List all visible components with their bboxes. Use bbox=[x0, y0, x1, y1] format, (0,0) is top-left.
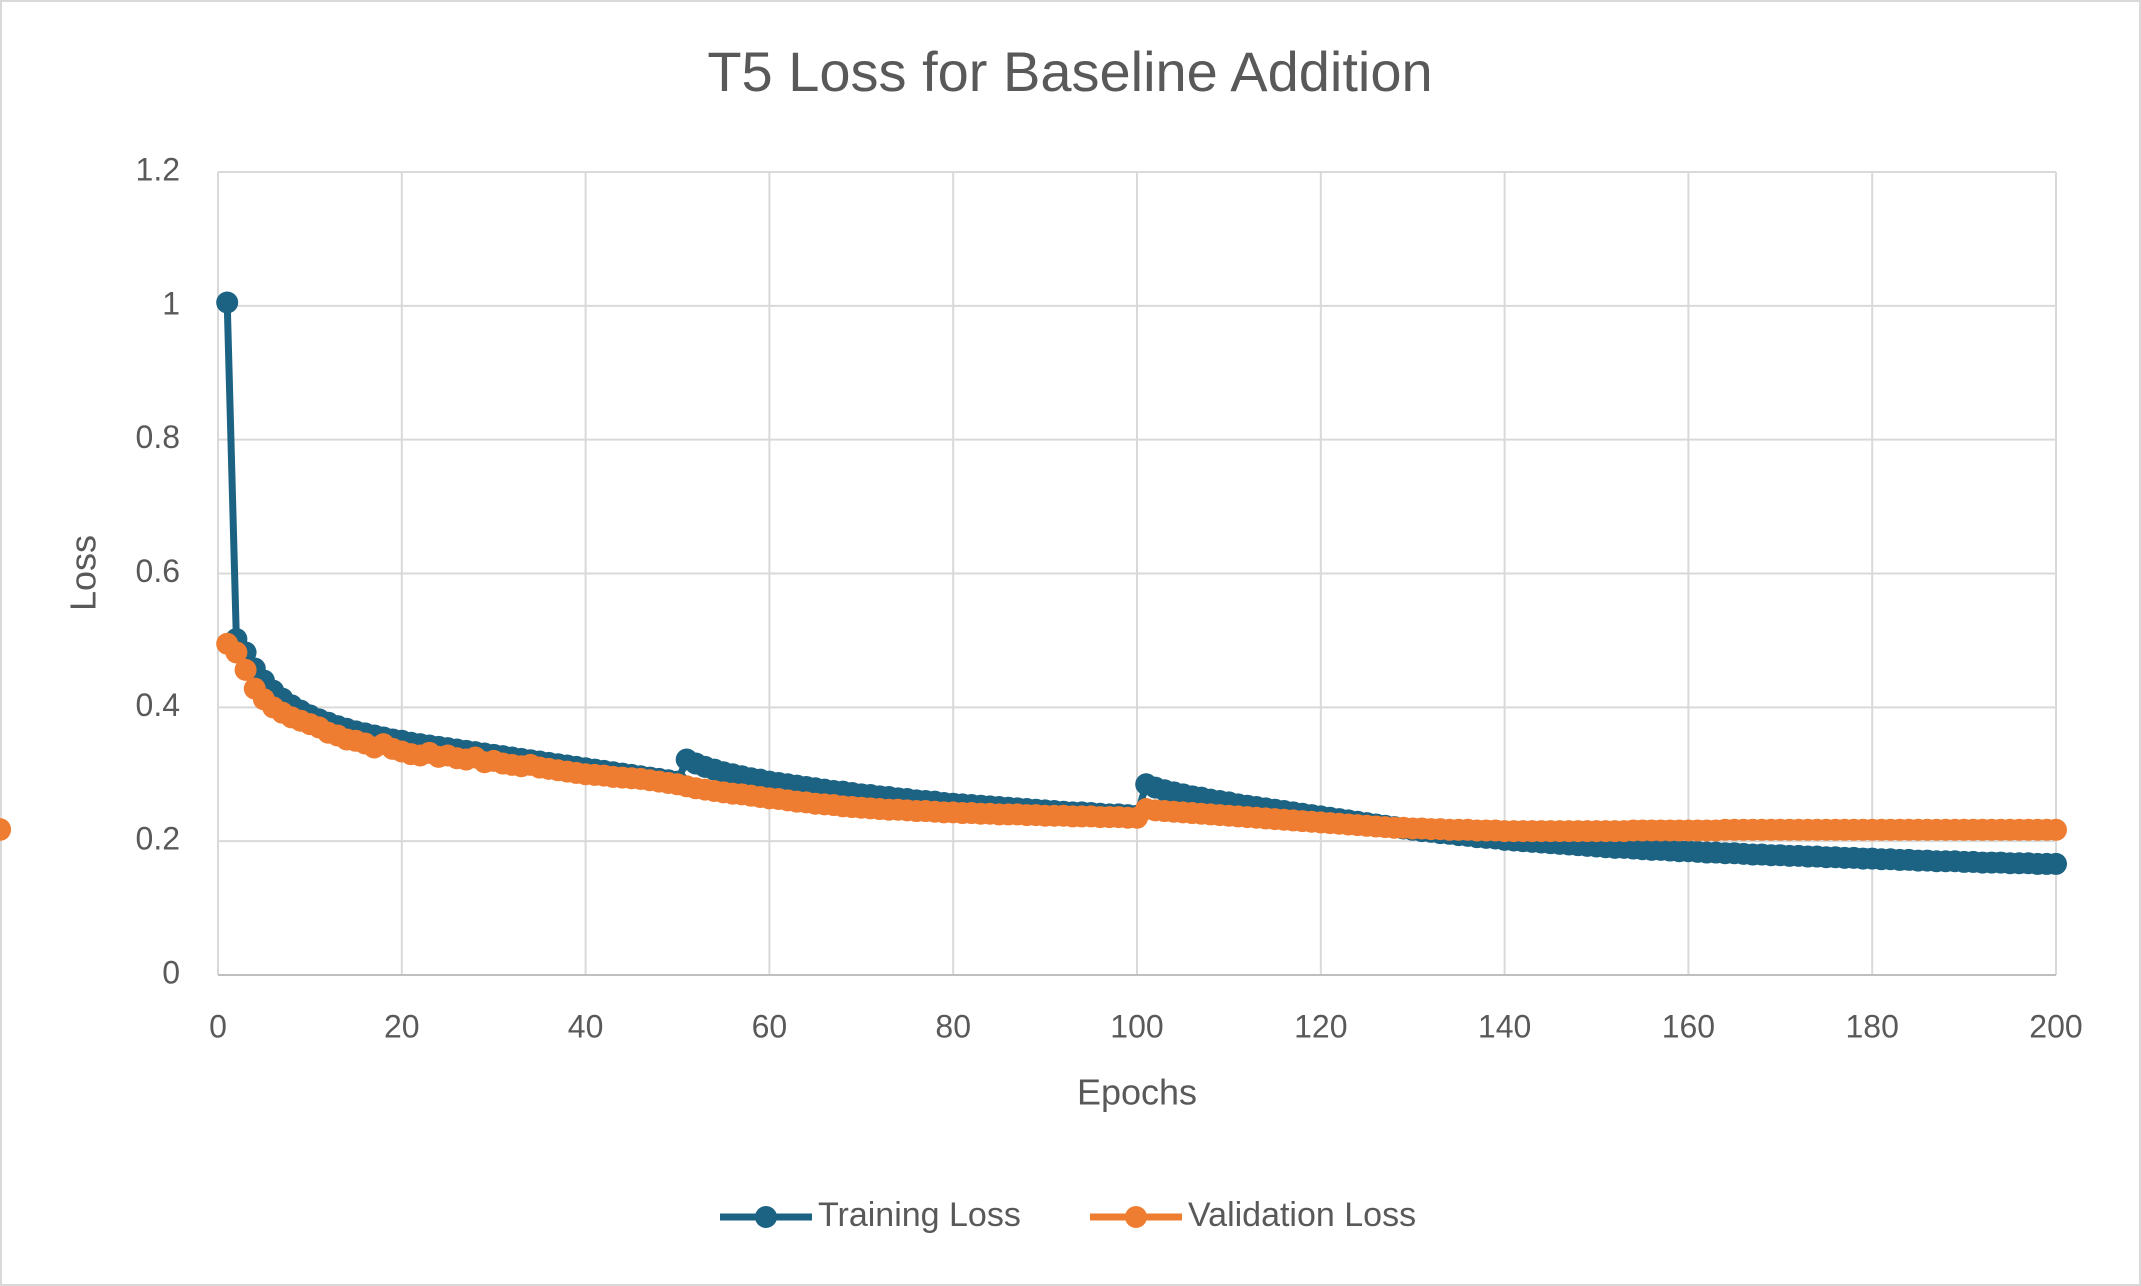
legend-label: Training Loss bbox=[818, 1196, 1021, 1234]
plot-area bbox=[0, 291, 2067, 875]
y-tick-label: 0 bbox=[162, 954, 180, 990]
x-axis-title: Epochs bbox=[1077, 1072, 1197, 1113]
x-tick-label: 20 bbox=[384, 1008, 420, 1044]
x-tick-label: 40 bbox=[568, 1008, 604, 1044]
x-tick-label: 80 bbox=[935, 1008, 971, 1044]
legend-label: Validation Loss bbox=[1188, 1196, 1416, 1234]
y-tick-label: 0.2 bbox=[136, 821, 180, 857]
y-tick-label: 0.6 bbox=[136, 553, 180, 589]
x-tick-label: 160 bbox=[1662, 1008, 1715, 1044]
x-tick-label: 100 bbox=[1110, 1008, 1163, 1044]
x-tick-label: 60 bbox=[752, 1008, 788, 1044]
chart-title: T5 Loss for Baseline Addition bbox=[707, 40, 1432, 103]
legend-marker bbox=[1125, 1206, 1147, 1228]
x-tick-label: 0 bbox=[209, 1008, 227, 1044]
x-tick-label: 120 bbox=[1294, 1008, 1347, 1044]
x-tick-label: 180 bbox=[1846, 1008, 1899, 1044]
grid: 0 0.2 0.4 0.6 0.8 1 1.2 0 20 40 60 80 100 120 140 160 18… bbox=[136, 151, 2083, 1044]
data-point bbox=[216, 291, 239, 314]
data-point bbox=[225, 641, 248, 664]
data-point bbox=[0, 818, 11, 841]
legend-marker bbox=[755, 1206, 777, 1228]
data-point bbox=[2045, 852, 2067, 875]
y-tick-label: 1.2 bbox=[136, 151, 180, 187]
y-tick-label: 0.8 bbox=[136, 419, 180, 455]
x-tick-label: 200 bbox=[2029, 1008, 2082, 1044]
data-point bbox=[234, 658, 257, 681]
x-tick-label: 140 bbox=[1478, 1008, 1531, 1044]
y-axis-title: Loss bbox=[63, 535, 104, 611]
y-tick-label: 0.4 bbox=[136, 687, 180, 723]
y-tick-label: 1 bbox=[162, 285, 180, 321]
data-point bbox=[2045, 818, 2067, 841]
legend: Training Loss Validation Loss bbox=[720, 1196, 1416, 1234]
